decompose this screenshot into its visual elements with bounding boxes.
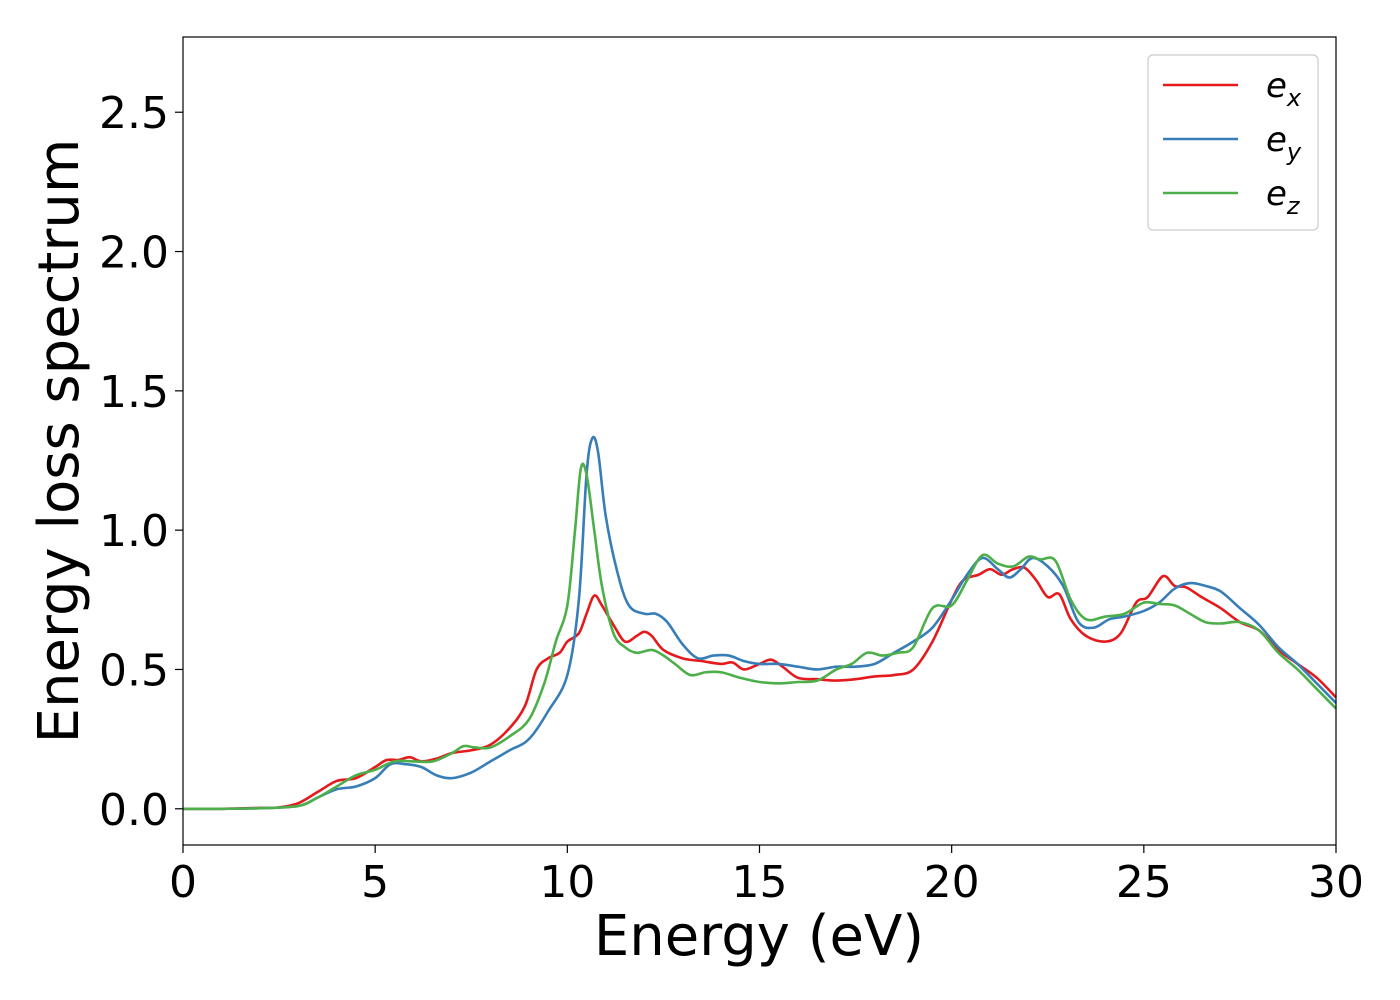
y-axis-title: Energy loss spectrum: [27, 139, 92, 744]
x-tick-label: 0: [169, 857, 197, 908]
x-axis-title: Energy (eV): [594, 904, 924, 969]
y-tick-label: 2.0: [99, 228, 169, 279]
legend: ex ey ez: [1147, 54, 1319, 231]
legend-label-z: ez: [1266, 174, 1301, 220]
legend-box: [1147, 54, 1319, 231]
y-tick-label: 2.5: [99, 88, 169, 139]
y-tick-label: 0.5: [99, 645, 169, 696]
series-line-z: [182, 462, 1337, 811]
x-tick-label: 30: [1308, 857, 1364, 908]
legend-label-x: ex: [1266, 66, 1302, 112]
plot-area: [183, 37, 1336, 845]
series-line-y: [182, 435, 1337, 811]
x-tick-label: 20: [924, 857, 980, 908]
x-tick-label: 15: [732, 857, 788, 908]
x-tick-label: 10: [539, 857, 595, 908]
x-tick-label: 25: [1116, 857, 1172, 908]
x-tick-label: 5: [361, 857, 389, 908]
x-axis: 0 5 10 15 20 25 30: [169, 845, 1364, 908]
y-tick-label: 1.0: [99, 506, 169, 557]
y-tick-label: 0.0: [99, 785, 169, 836]
series-lines: [182, 435, 1337, 811]
legend-label-y: ey: [1266, 120, 1302, 166]
y-axis: 0.0 0.5 1.0 1.5 2.0 2.5: [99, 88, 183, 836]
y-tick-label: 1.5: [99, 367, 169, 418]
